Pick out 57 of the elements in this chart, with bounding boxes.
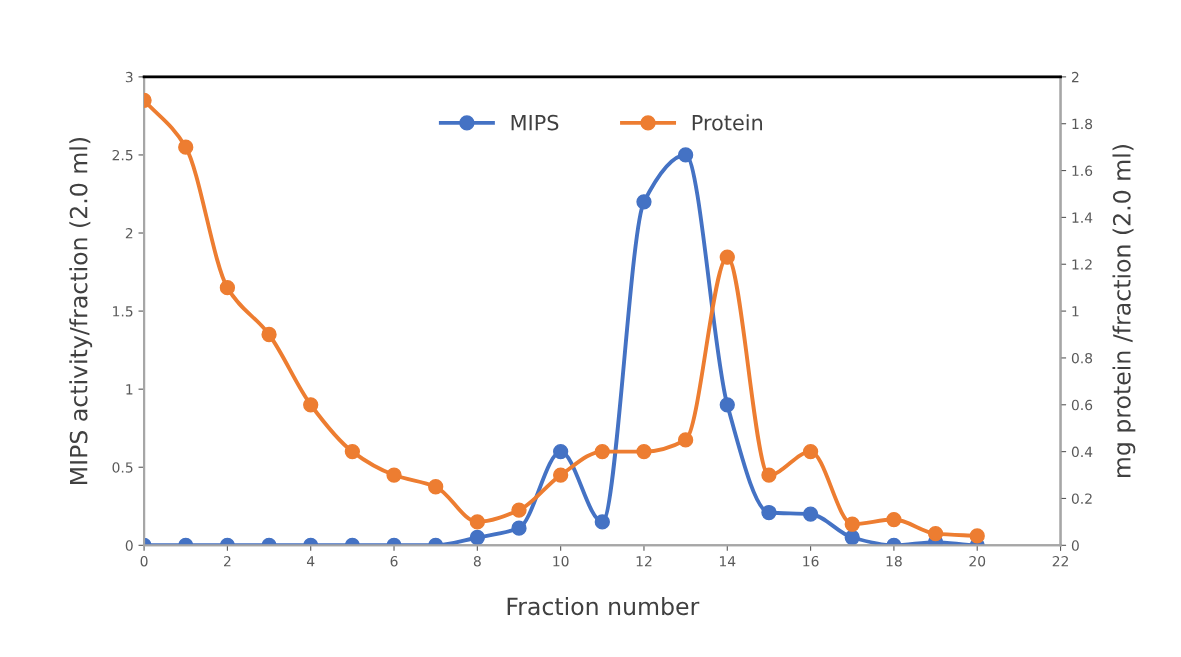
point (969, 528, 985, 544)
point (178, 139, 194, 155)
y-tick-label: 1.5 (113, 306, 133, 317)
point (761, 467, 777, 483)
x-tick-label: 0 (140, 555, 148, 567)
point (303, 397, 319, 413)
y-tick-label: 1 (126, 384, 133, 395)
x-tick-label: 12 (636, 555, 652, 567)
x-tick-label: 14 (719, 556, 736, 567)
x-tick-label: 16 (803, 555, 819, 567)
point (677, 147, 694, 163)
point (594, 443, 610, 460)
legend-label: Protein (692, 114, 763, 131)
y2-tick-label: 0 (1071, 540, 1079, 551)
y-tick-label: 3 (125, 71, 133, 83)
y2-tick-label: 1.4 (1072, 212, 1093, 223)
y2-tick-label: 0.8 (1071, 352, 1093, 364)
y2-axis-title: mg protein /fraction (2.0 ml) (1112, 145, 1136, 477)
x-tick-label: 10 (553, 555, 569, 567)
x-tick-label: 8 (473, 555, 481, 567)
x-tick-label: 4 (306, 556, 315, 567)
point (677, 432, 694, 448)
point (553, 467, 569, 483)
x-tick-label: 2 (224, 555, 231, 567)
point (886, 511, 902, 528)
x-tick-label: 18 (886, 555, 902, 567)
y2-tick-label: 0.2 (1071, 493, 1092, 504)
y2-tick-label: 2 (1071, 71, 1079, 83)
x-tick-label: 20 (969, 555, 986, 567)
y2-tick-label: 0.4 (1071, 446, 1093, 458)
point (219, 280, 236, 296)
y-tick-label: 2 (125, 227, 133, 239)
y2-tick-label: 1.8 (1072, 118, 1093, 130)
point (802, 443, 819, 460)
point (844, 516, 860, 532)
y-tick-label: 0.5 (112, 462, 133, 473)
x-axis-title: Fraction number (507, 596, 700, 616)
legend-label: MIPS (511, 114, 559, 131)
point (428, 479, 444, 495)
point (261, 326, 277, 343)
point (386, 467, 402, 483)
point (344, 443, 361, 460)
y-tick-label: 0 (125, 540, 133, 551)
y2-tick-label: 1.6 (1072, 165, 1093, 177)
point (719, 249, 735, 265)
y-axis-title: MIPS activity/fraction (2.0 ml) (69, 137, 93, 484)
point (636, 443, 652, 460)
point (469, 514, 485, 530)
y-tick-label: 2.5 (112, 149, 133, 161)
point (636, 194, 652, 210)
point (511, 502, 527, 518)
y2-tick-label: 0.6 (1071, 399, 1093, 411)
point (927, 525, 944, 542)
y2-tick-label: 1 (1072, 306, 1079, 317)
x-tick-label: 6 (390, 555, 398, 567)
y2-tick-label: 1.2 (1072, 259, 1092, 270)
x-tick-label: 22 (1052, 555, 1068, 567)
